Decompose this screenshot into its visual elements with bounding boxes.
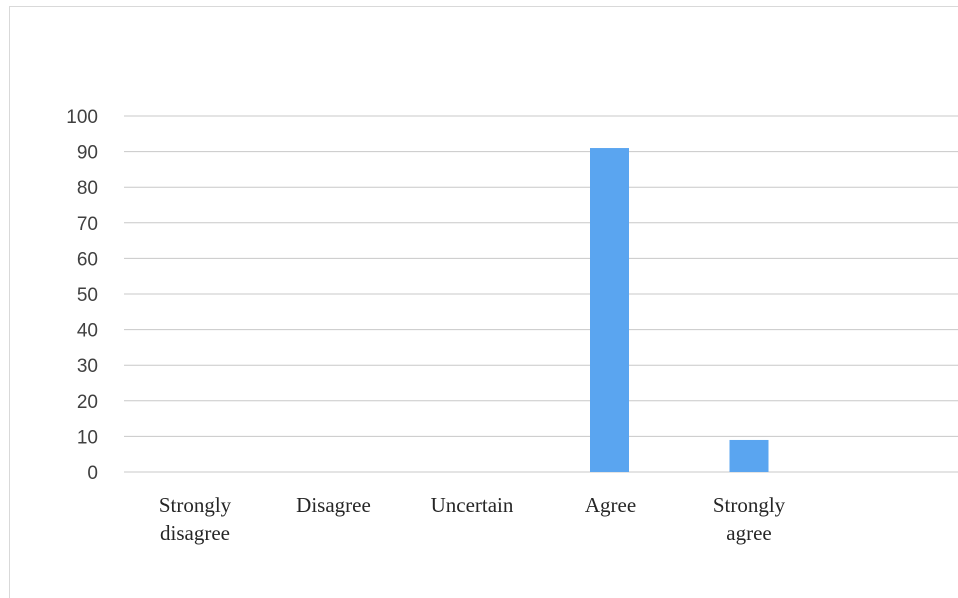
gridlines bbox=[124, 115, 958, 473]
x-category-label-line: Disagree bbox=[296, 493, 371, 517]
y-axis-ticks: 0 10 20 30 40 50 60 70 80 90 100 bbox=[66, 107, 98, 484]
x-category-label: Strongly disagree bbox=[159, 493, 232, 545]
x-axis-categories: Strongly disagree Disagree Uncertain Agree St… bbox=[159, 493, 786, 545]
y-tick-label: 70 bbox=[77, 214, 98, 235]
x-category-label: Strongly agree bbox=[713, 493, 786, 545]
x-category-label: Uncertain bbox=[431, 493, 514, 517]
chart-frame bbox=[9, 6, 958, 598]
y-tick-label: 10 bbox=[77, 427, 98, 448]
y-tick-label: 50 bbox=[77, 285, 98, 306]
x-category-label-line: Agree bbox=[585, 493, 636, 517]
y-tick-label: 0 bbox=[87, 463, 98, 484]
bar bbox=[729, 439, 769, 472]
x-category-label-line: Strongly bbox=[713, 493, 786, 517]
bar bbox=[590, 148, 629, 473]
x-category-label-line: disagree bbox=[160, 521, 230, 545]
y-tick-label: 20 bbox=[77, 392, 98, 413]
y-tick-label: 80 bbox=[77, 178, 98, 199]
x-category-label-line: agree bbox=[726, 521, 771, 545]
y-tick-label: 30 bbox=[77, 356, 98, 377]
x-category-label-line: Uncertain bbox=[431, 493, 514, 517]
y-tick-label: 60 bbox=[77, 249, 98, 270]
x-category-label: Disagree bbox=[296, 493, 371, 517]
y-tick-label: 100 bbox=[66, 107, 98, 128]
bars bbox=[590, 148, 769, 473]
x-category-label: Agree bbox=[585, 493, 636, 517]
y-tick-label: 40 bbox=[77, 321, 98, 342]
x-category-label-line: Strongly bbox=[159, 493, 232, 517]
y-tick-label: 90 bbox=[77, 143, 98, 164]
